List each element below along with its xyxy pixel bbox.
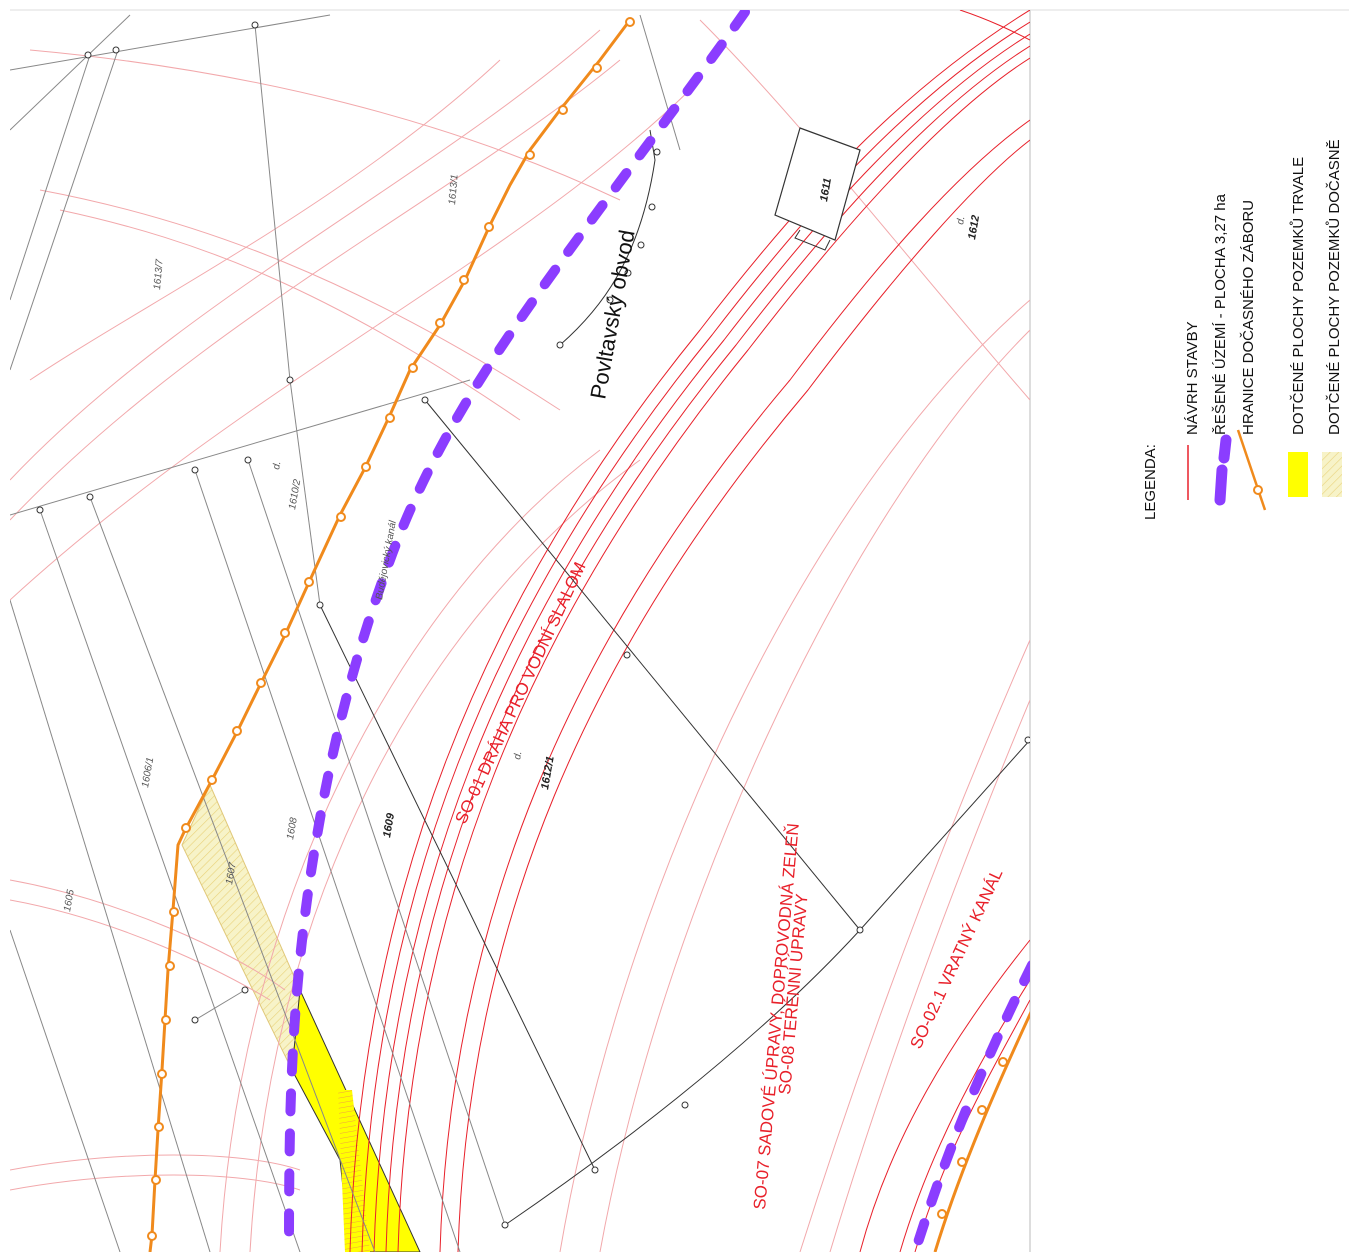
parcel-label: 1608 <box>285 816 300 840</box>
parcel-prefix: d. <box>955 215 967 225</box>
legend-item-label: DOTČENÉ PLOCHY POZEMKŮ TRVALE <box>1289 157 1307 435</box>
legend-item-label: NÁVRH STAVBY <box>1184 321 1201 435</box>
parcel-label: 1612/1 <box>539 755 557 790</box>
plot-boundaries <box>319 129 1030 1226</box>
road-curves-light <box>10 19 1030 1252</box>
legend-title: LEGENDA: <box>1142 444 1159 520</box>
parcel-prefix: d. <box>512 750 524 760</box>
solved-area-boundary-lower <box>910 960 1030 1252</box>
legend-item-label: DOTČENÉ PLOCHY POZEMKŮ DOČASNĚ <box>1325 139 1343 435</box>
parcel-label: 1605 <box>62 888 77 912</box>
legend-item-label: HRANICE DOČASNÉHO ZÁBORU <box>1240 200 1257 435</box>
parcel-label: 1613/7 <box>152 258 166 290</box>
purple-dash-icon <box>1214 434 1232 506</box>
parcel-prefix: d. <box>271 460 283 470</box>
parcel-label: 1613/1 <box>447 174 461 205</box>
building-annex <box>794 229 831 251</box>
district-label: Povltavský obvod <box>585 228 639 401</box>
parcel-label: 1609 <box>381 811 397 838</box>
parcel-label: 1610/2 <box>287 478 303 510</box>
parcel-label: 1606/1 <box>140 756 156 788</box>
temporary-boundary-markers <box>147 17 635 1241</box>
yellow-swatch-icon <box>1288 452 1308 497</box>
legend-item-label: ŘEŠENÉ ÚZEMÍ - PLOCHA 3,27 ha <box>1212 193 1229 435</box>
orange-marker-icon <box>1253 485 1263 495</box>
parcel-label: 1612 <box>966 214 982 240</box>
permanent-area <box>291 988 421 1252</box>
channel-curves <box>349 10 1030 1252</box>
parcel-label: 1611 <box>818 177 834 202</box>
temporary-boundary-lower <box>933 1010 1030 1252</box>
orange-dotted-line-icon <box>1236 429 1267 511</box>
parcel-label: 1607 <box>224 861 239 885</box>
label-so01: SO-01 DRÁHA PRO VODNÍ SLALOM <box>451 559 589 826</box>
building-1611 <box>774 127 861 241</box>
solved-area-boundary <box>284 10 750 1252</box>
temporary-boundary-lower-markers <box>937 1057 1008 1219</box>
legend: LEGENDA: NÁVRH STAVBY ŘEŠENÉ ÚZEMÍ - PLO… <box>1142 139 1343 520</box>
hatched-swatch-icon <box>1322 452 1342 497</box>
label-so02: SO-02.1 VRATNÝ KANÁL <box>906 866 1006 1052</box>
survey-points <box>36 21 1030 1229</box>
parcel-boundaries <box>10 14 681 1252</box>
